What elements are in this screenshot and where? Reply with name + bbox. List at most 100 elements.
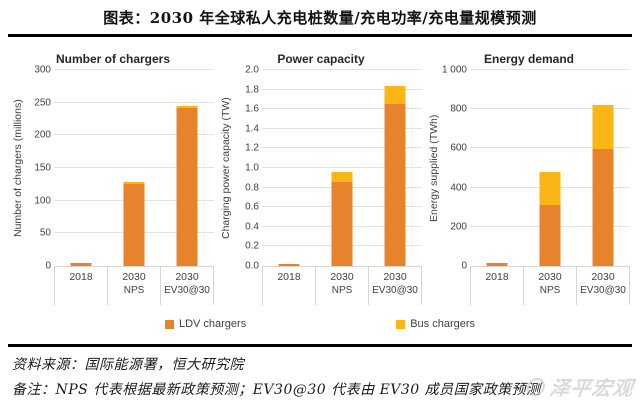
chart-legend: LDV chargers Bus chargers <box>0 315 640 333</box>
chart-power-capacity: Power capacity Charging power capacity (… <box>220 52 422 305</box>
legend-item-ldv: LDV chargers <box>164 318 247 330</box>
ldv-bar-segment <box>331 181 353 266</box>
plot-area <box>54 69 214 266</box>
y-tick-label: 150 <box>34 162 51 174</box>
bar-column <box>369 70 422 266</box>
plot-wrap: 2018 2030 NPS 2030 EV30@30 <box>470 69 630 305</box>
plot-wrap: 2018 2030 NPS 2030 EV30@30 <box>54 69 214 305</box>
x-category-scenario: EV30@30 <box>580 285 626 296</box>
y-tick-label: 1.4 <box>245 123 259 135</box>
bar-2018 <box>278 264 300 266</box>
y-tick-label: 250 <box>34 97 51 109</box>
bar-column <box>54 70 107 266</box>
y-tick-label: 200 <box>34 129 51 141</box>
bar-column <box>161 70 214 266</box>
x-category-year: 2030 <box>330 271 354 283</box>
bar-column <box>470 70 523 266</box>
bar-columns <box>54 70 214 266</box>
gridline <box>262 69 422 70</box>
bar-columns <box>262 70 422 266</box>
x-category-cell: 2018 <box>54 267 107 305</box>
bar-2030-NPS <box>539 171 561 266</box>
gridline <box>54 101 214 103</box>
gridline <box>54 69 214 70</box>
x-category-scenario: EV30@30 <box>164 285 210 296</box>
ldv-bar-segment <box>70 263 92 266</box>
plot-area <box>470 69 630 266</box>
x-category-scenario: EV30@30 <box>372 285 418 296</box>
chart-body: Charging power capacity (TW) 0.0 0.2 0.4 0.… <box>220 65 422 305</box>
top-divider <box>8 34 632 37</box>
gridline <box>470 108 630 110</box>
y-tick-label: 1 000 <box>441 64 467 76</box>
x-category-cell: 2030 EV30@30 <box>576 267 630 305</box>
chart-title: Number of chargers <box>55 52 171 66</box>
x-category-scenario: NPS <box>123 285 145 296</box>
x-category-cell: 2030 NPS <box>315 267 368 305</box>
chart-title: Power capacity <box>277 52 365 66</box>
bar-columns <box>470 70 630 266</box>
x-axis: 2018 2030 NPS 2030 EV30@30 <box>470 266 630 305</box>
bottom-divider <box>8 344 632 347</box>
y-tick-label: 1.8 <box>245 84 259 96</box>
ldv-bar-segment <box>486 263 508 266</box>
gridline <box>54 134 214 136</box>
x-category-year: 2030 <box>122 271 146 283</box>
legend-item-bus: Bus chargers <box>396 318 475 330</box>
y-axis-ticks: 0 50 100 150 200 250 300 <box>26 65 54 272</box>
ldv-bar-segment <box>592 149 614 266</box>
y-tick-label: 2.0 <box>245 64 259 76</box>
y-tick-label: 1.6 <box>245 103 259 115</box>
chart-title: Energy demand <box>483 52 575 66</box>
x-category-cell: 2030 NPS <box>107 267 160 305</box>
bar-2018 <box>486 263 508 266</box>
x-category-year: 2030 <box>538 271 562 283</box>
bus-bar-segment <box>331 171 353 182</box>
y-tick-label: 200 <box>450 221 467 233</box>
bar-2030-NPS <box>331 171 353 266</box>
y-axis-ticks: 0.0 0.2 0.4 0.6 0.8 1.0 1.2 1.4 1.6 1.8 2.0 <box>234 65 262 272</box>
bar-column <box>315 70 368 266</box>
x-category-year: 2018 <box>485 271 509 283</box>
ldv-bar-segment <box>278 264 300 266</box>
y-tick-label: 600 <box>450 142 467 154</box>
x-axis: 2018 2030 NPS 2030 EV30@30 <box>54 266 214 305</box>
y-axis-label: Charging power capacity (TW) <box>220 97 232 239</box>
chart-body: Number of chargers (millions) 0 50 100 150 2… <box>12 65 214 305</box>
bar-2030-EV30@30 <box>384 85 406 266</box>
plot-area <box>262 69 422 266</box>
y-axis-label: Number of chargers (millions) <box>12 99 24 237</box>
y-axis-label: Energy supplied (TWh) <box>428 114 440 222</box>
x-category-cell: 2018 <box>262 267 315 305</box>
gridline <box>262 147 422 149</box>
bus-color-swatch <box>396 319 406 329</box>
y-tick-label: 1.2 <box>245 142 259 154</box>
y-axis-ticks: 0 200 400 600 800 1 000 <box>442 65 470 272</box>
legend-label: LDV chargers <box>178 318 247 330</box>
source-text: 资料来源：国际能源署，恒大研究院 <box>12 357 244 373</box>
chart-energy-demand: Energy demand Energy supplied (TWh) 0 200… <box>428 52 630 305</box>
y-tick-label: 100 <box>34 195 51 207</box>
x-category-year: 2018 <box>277 271 301 283</box>
x-category-scenario: NPS <box>539 285 561 296</box>
bus-bar-segment <box>539 171 561 206</box>
gridline <box>262 127 422 129</box>
x-axis: 2018 2030 NPS 2030 EV30@30 <box>262 266 422 305</box>
bar-column <box>262 70 315 266</box>
y-tick-label: 400 <box>450 182 467 194</box>
y-tick-label: 300 <box>34 64 51 76</box>
x-category-scenario: NPS <box>331 285 353 296</box>
bar-2030-EV30@30 <box>176 105 198 266</box>
chart-body: Energy supplied (TWh) 0 200 400 600 800 1 000… <box>428 65 630 305</box>
y-tick-label: 0.8 <box>245 182 259 194</box>
x-category-year: 2030 <box>175 271 199 283</box>
y-tick-label: 0 <box>45 260 51 272</box>
ldv-color-swatch <box>164 319 174 329</box>
y-tick-label: 1.0 <box>245 162 259 174</box>
x-category-cell: 2030 NPS <box>523 267 576 305</box>
bus-bar-segment <box>123 182 145 185</box>
bar-2030-EV30@30 <box>592 105 614 266</box>
bus-bar-segment <box>384 85 406 105</box>
bus-bar-segment <box>592 105 614 150</box>
y-tick-label: 800 <box>450 103 467 115</box>
